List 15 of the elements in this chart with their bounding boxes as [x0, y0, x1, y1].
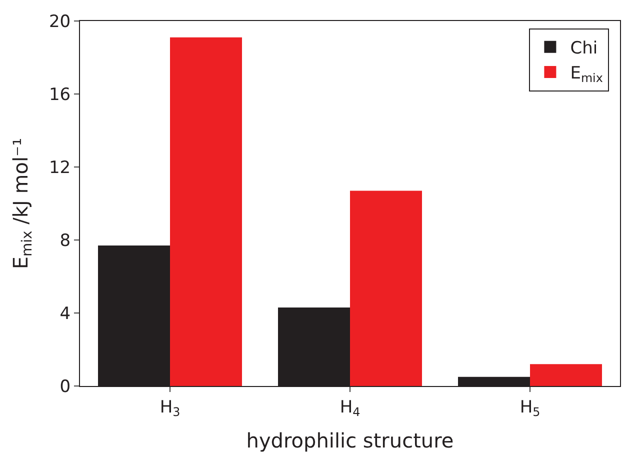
x-tick-label: H$_{4}$: [340, 397, 360, 419]
x-axis-title: hydrophilic structure: [246, 428, 454, 452]
x-tick-label: H$_{3}$: [160, 397, 180, 419]
y-tick-label: 12: [48, 158, 71, 178]
legend-label: E$_{mix}$: [570, 64, 603, 86]
y-tick-label: 20: [48, 12, 71, 32]
x-tick-label: H$_{5}$: [520, 397, 540, 419]
y-tick-label: 0: [60, 376, 71, 397]
bar: [170, 37, 242, 386]
y-tick-label: 16: [48, 84, 71, 105]
bar: [350, 190, 422, 386]
y-tick-label: 4: [60, 304, 71, 324]
legend-label: Chi: [570, 38, 598, 58]
bar: [530, 364, 602, 386]
y-tick-label: 8: [60, 230, 71, 251]
